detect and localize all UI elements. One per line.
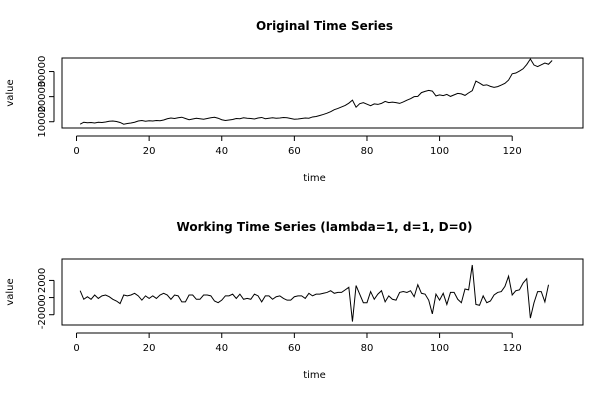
x-axis-label: time bbox=[303, 173, 326, 184]
x-tick-label: 100 bbox=[430, 146, 449, 157]
x-tick-label: 40 bbox=[215, 146, 228, 157]
plot-box bbox=[61, 57, 584, 129]
y-axis-label: value bbox=[5, 79, 16, 106]
x-tick-label: 80 bbox=[361, 146, 374, 157]
x-tick-label: 60 bbox=[288, 343, 301, 354]
y-axis-label: value bbox=[5, 278, 16, 305]
plot-box bbox=[61, 258, 584, 326]
chart-title: Original Time Series bbox=[256, 19, 393, 33]
x-tick-label: 80 bbox=[361, 343, 374, 354]
x-tick-label: 120 bbox=[503, 146, 522, 157]
chart-title: Working Time Series (lambda=1, d=1, D=0) bbox=[177, 220, 473, 234]
y-tick-label: 20000 bbox=[37, 81, 48, 113]
x-tick-label: 120 bbox=[503, 343, 522, 354]
y-tick-label: 10000 bbox=[37, 106, 48, 138]
x-axis-label: time bbox=[303, 370, 326, 381]
series-line bbox=[79, 58, 553, 125]
y-tick-label: -2000 bbox=[37, 300, 48, 329]
y-tick-label: 0 bbox=[37, 294, 48, 300]
y-tick-label: 30000 bbox=[37, 56, 48, 88]
x-tick-label: 20 bbox=[143, 146, 156, 157]
x-tick-label: 40 bbox=[215, 343, 228, 354]
series-line bbox=[79, 264, 549, 322]
x-tick-label: 20 bbox=[143, 343, 156, 354]
x-tick-label: 0 bbox=[73, 146, 79, 157]
x-tick-label: 100 bbox=[430, 343, 449, 354]
y-tick-label: 2000 bbox=[37, 268, 48, 293]
x-tick-label: 60 bbox=[288, 146, 301, 157]
x-tick-label: 0 bbox=[73, 343, 79, 354]
